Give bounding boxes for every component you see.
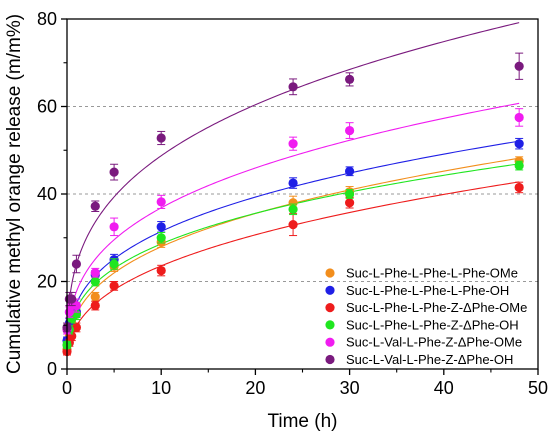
data-point [514,160,524,171]
data-point [109,167,119,177]
y-tick-label: 80 [37,9,57,29]
legend-marker [325,354,335,365]
data-point [345,125,355,136]
data-point [288,82,298,92]
data-point [288,139,298,149]
legend-label: Suc-L-Phe-L-Phe-L-Phe-OMe [346,266,518,281]
data-point [156,265,166,276]
data-point [514,139,524,149]
legend-label: Suc-L-Val-L-Phe-Z-ΔPhe-OMe [346,335,522,350]
data-point [345,198,355,208]
data-point [90,292,100,302]
data-point [288,198,298,208]
data-point [90,268,100,278]
data-point [288,178,298,188]
x-tick-label: 40 [434,378,454,398]
legend-marker [325,337,335,347]
data-point [345,74,355,84]
data-point [71,322,82,333]
legend-marker [325,285,335,295]
data-point [67,294,77,304]
legend-marker [325,303,335,313]
y-axis-title: Cumulative methyl orange release (m/m%) [4,14,25,374]
fit-curve [66,181,520,356]
fit-curve [66,163,520,346]
data-point [345,166,355,176]
y-tick-label: 20 [37,272,57,292]
data-point [109,222,119,232]
y-tick-label: 60 [37,97,57,117]
legend-label: Suc-L-Phe-L-Phe-Z-ΔPhe-OH [346,317,519,332]
data-point [71,259,82,269]
data-point [156,222,166,232]
y-tick-label: 40 [37,184,57,204]
data-point [90,201,100,211]
legend: Suc-L-Phe-L-Phe-L-Phe-OMe Suc-L-Phe-L-Phe… [325,266,527,367]
y-tick-label: 0 [47,359,57,379]
data-point [156,197,166,207]
legend-label: Suc-L-Val-L-Phe-Z-ΔPhe-OH [346,352,513,367]
x-tick-label: 0 [62,378,72,398]
data-point [109,259,119,269]
x-tick-label: 50 [528,378,548,398]
grid-lines [67,106,538,282]
data-point [345,189,355,199]
data-point [71,300,82,311]
data-point [514,112,524,123]
legend-marker [325,320,335,330]
axes: 0 10 20 30 40 50 0 20 40 60 80 [37,9,548,398]
legend-marker [325,268,335,278]
data-point [288,204,298,214]
data-point [156,133,166,143]
fit-curve [66,102,520,340]
data-point [156,233,166,243]
fit-curve [66,140,520,345]
data-point [288,220,298,230]
x-tick-label: 30 [340,378,360,398]
data-point [109,281,119,291]
data-point [90,276,100,287]
data-point [90,300,100,311]
data-point [514,182,524,193]
x-tick-label: 10 [151,378,171,398]
legend-label: Suc-L-Phe-L-Phe-L-Phe-OH [346,283,509,298]
fit-curve [66,22,520,328]
x-tick-label: 20 [245,378,265,398]
legend-label: Suc-L-Phe-L-Phe-Z-ΔPhe-OMe [346,300,527,315]
x-axis-title: Time (h) [267,411,337,432]
data-point [514,61,524,71]
